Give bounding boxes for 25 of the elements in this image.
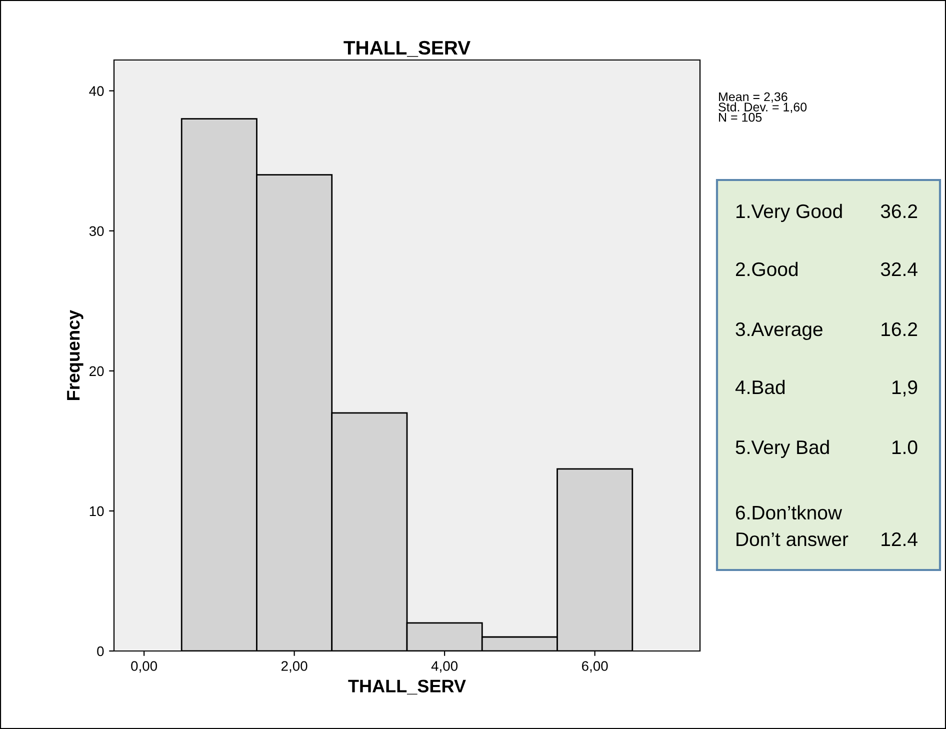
text: 5.Very Bad [736,440,829,458]
y-axis-title: Frequency [67,310,84,400]
text: Mean = 2,36 Std. Dev. = 1,60 N = 105 [718,92,807,122]
y-tick-label: 30 [89,226,104,236]
y-tick-label: 0 [97,646,104,656]
text: 32.4 [880,262,918,276]
y-tick-label: 20 [90,366,104,376]
x-tick-label: 2,00 [281,661,308,673]
x-tick-label: 4,00 [431,661,458,673]
x-tick-label: 0,00 [131,661,158,673]
text: 12.4 [882,532,918,546]
text: 3.Average [736,322,822,340]
text: 4.Bad [735,380,785,394]
text: 1.Very Good [736,204,842,222]
text: 1.0 [892,440,918,454]
chart-title: THALL_SERV [344,40,470,57]
x-axis-title: THALL_SERV [348,680,466,695]
text: 36.2 [880,204,918,218]
text: 2.Good [736,262,798,276]
y-tick-label: 40 [89,86,104,96]
text: 1,9 [892,380,918,396]
text: 6.Don’tknow Don’t answer [736,505,848,546]
text: 16.2 [882,322,918,336]
x-tick-label: 6,00 [582,661,608,673]
y-tick-label: 10 [90,506,104,516]
